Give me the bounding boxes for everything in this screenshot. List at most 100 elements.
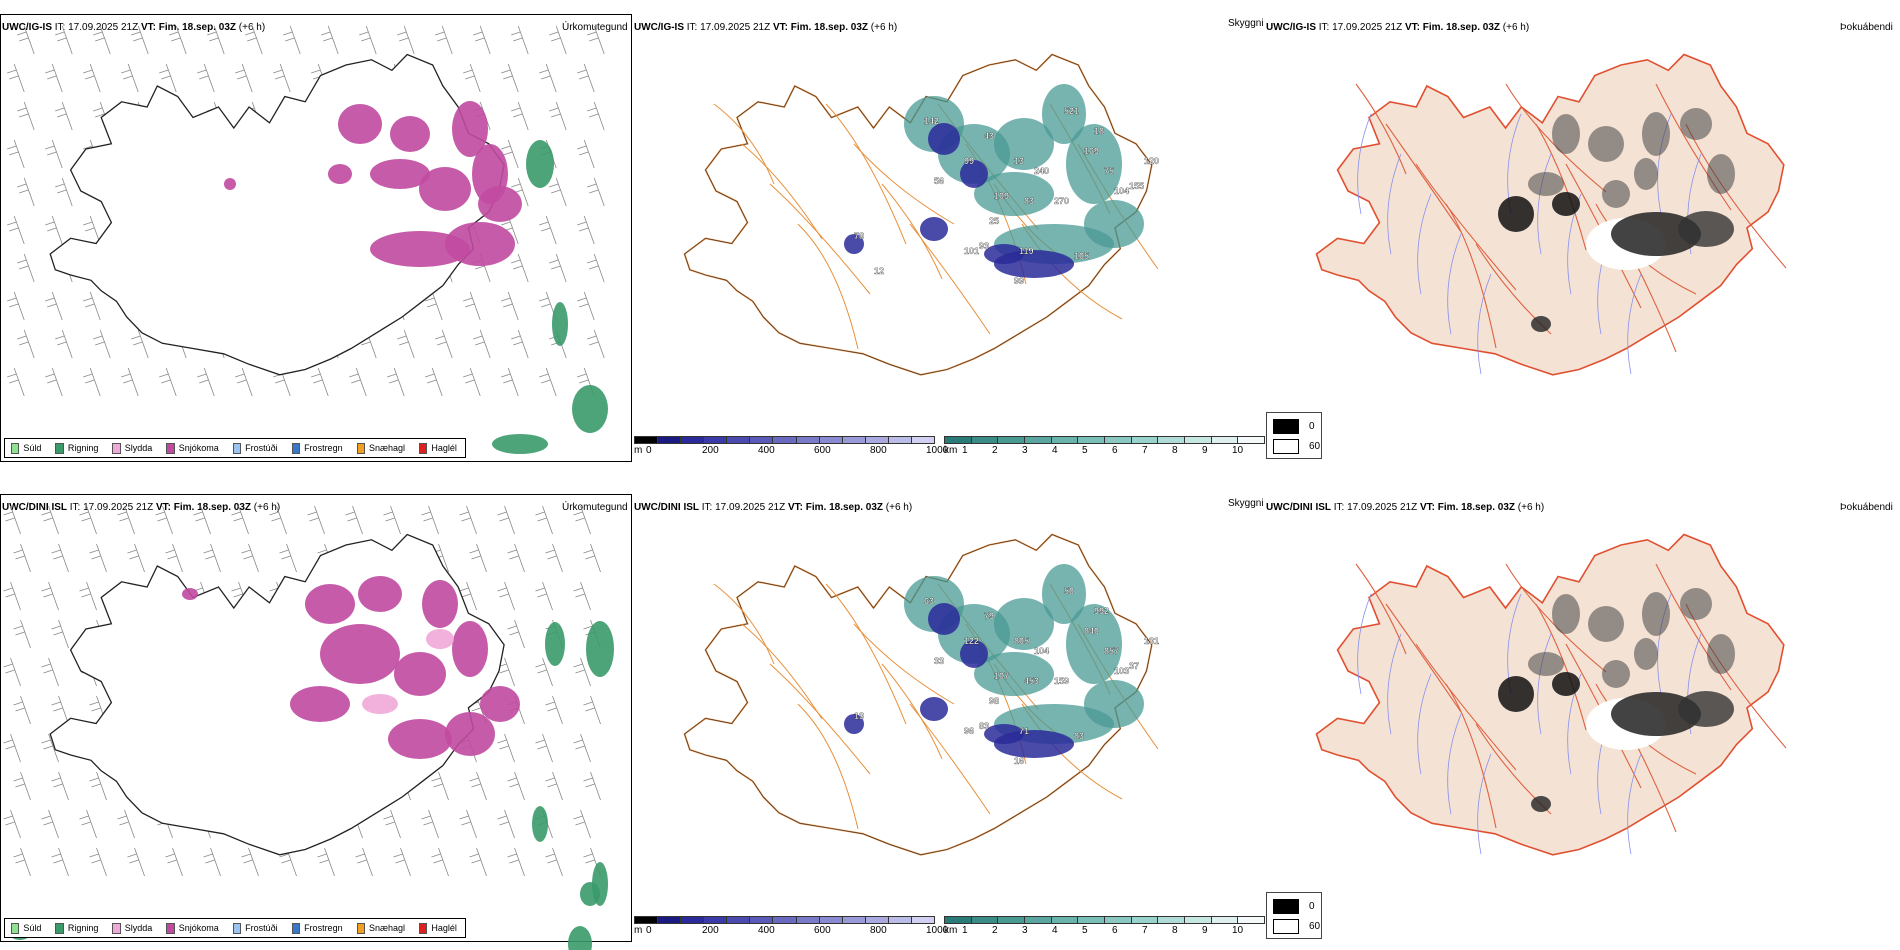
lead-time: (+6 h) xyxy=(885,502,913,513)
it-value: 17.09.2025 21Z xyxy=(700,22,771,33)
visibility-value-label: 453 xyxy=(1024,676,1039,686)
colorbar-segment xyxy=(772,916,797,924)
colorbar-segment xyxy=(657,916,682,924)
very-low-visibility-area xyxy=(928,603,960,635)
road-line xyxy=(937,583,1039,710)
fog-area xyxy=(1588,126,1624,162)
colorbar-segment xyxy=(726,436,751,444)
iceland-coastline xyxy=(684,534,1153,856)
colorbar-segment xyxy=(944,436,972,444)
it-value: 17.09.2025 21Z xyxy=(83,502,154,513)
panel-title-fog-bottom: Þokuábendi xyxy=(1840,502,1893,513)
legend-swatch xyxy=(112,922,121,934)
legend-swatch xyxy=(112,442,121,454)
visibility-value-label: 13 xyxy=(854,711,864,721)
colorbar-tick: 4 xyxy=(1052,925,1058,936)
visibility-value-label: 521 xyxy=(1064,106,1079,116)
road-line xyxy=(909,223,991,335)
fog-dense-area xyxy=(1678,691,1734,727)
vt-label: VT: xyxy=(1404,22,1420,33)
colorbar-tick: 200 xyxy=(702,445,719,456)
road-line xyxy=(1565,163,1642,309)
river-line xyxy=(1567,673,1582,775)
fog-dense-area xyxy=(1611,212,1701,256)
it-value: 17.09.2025 21Z xyxy=(68,22,139,33)
legend-swatch xyxy=(166,922,175,934)
road-line xyxy=(1355,563,1407,655)
road-line xyxy=(1049,103,1111,215)
fog-legend-top: 0 60 xyxy=(1266,412,1322,459)
visibility-value-label: 93 xyxy=(979,241,989,251)
legend-label: Frostregn xyxy=(304,923,343,933)
colorbar-segment xyxy=(749,436,774,444)
colorbar-m-top: m 0 200 400 600 800 1000 xyxy=(634,436,948,458)
colorbar-segment xyxy=(841,436,866,444)
very-low-visibility-area xyxy=(984,244,1024,264)
colorbar-segment xyxy=(864,916,889,924)
road-line xyxy=(825,103,907,245)
iceland-land xyxy=(1315,53,1785,376)
visibility-value-label: 79 xyxy=(984,611,994,621)
legend-label: Súld xyxy=(23,443,42,453)
road-line xyxy=(1049,583,1111,695)
legend-label: Snjókoma xyxy=(178,923,219,933)
colorbar-unit: km xyxy=(944,925,958,936)
road-line xyxy=(769,183,871,295)
road-line xyxy=(993,663,1075,745)
legend-label: Snæhagl xyxy=(368,923,406,933)
colorbar-tick: 5 xyxy=(1082,445,1088,456)
colorbar-m-bottom: m 0 200 400 600 800 1000 xyxy=(634,916,948,938)
very-low-visibility-area xyxy=(920,217,948,241)
visibility-value-label: 131 xyxy=(1144,636,1159,646)
visibility-value-label: 83 xyxy=(1024,196,1034,206)
low-visibility-area xyxy=(938,124,1010,184)
colorbar-segment xyxy=(726,916,751,924)
legend-swatch xyxy=(291,442,301,454)
legend-swatch xyxy=(232,922,242,934)
road-line xyxy=(965,143,1027,285)
colorbar-segment xyxy=(1050,436,1079,444)
fog-dense-area xyxy=(1498,676,1534,712)
colorbar-tick: 1 xyxy=(962,445,968,456)
vt-label: VT: xyxy=(772,22,788,33)
road-line xyxy=(1535,603,1587,731)
road-line xyxy=(937,103,1039,230)
colorbar-segment xyxy=(910,436,935,444)
low-visibility-area xyxy=(904,576,964,632)
model-name: UWC/DINI ISL xyxy=(2,502,67,513)
visibility-value-label: 43 xyxy=(984,131,994,141)
fog-area xyxy=(1634,638,1658,670)
fog-dense-area xyxy=(1552,192,1580,216)
river-line xyxy=(1507,113,1522,215)
road-line xyxy=(741,143,823,240)
header-precip-bottom: UWC/DINI ISL IT: 17.09.2025 21Z VT: Fim.… xyxy=(2,502,280,513)
it-label: IT: xyxy=(701,502,713,513)
lead-time: (+6 h) xyxy=(238,22,266,33)
visibility-value-label: 101 xyxy=(964,246,979,256)
model-name: UWC/IG-IS xyxy=(2,22,52,33)
fog-area xyxy=(1634,158,1658,190)
vt-value: Fim. 18.sep. 03Z xyxy=(1437,502,1516,513)
colorbar-tick: 1000 xyxy=(926,925,949,936)
it-value: 17.09.2025 21Z xyxy=(1332,22,1403,33)
visibility-value-label: 56 xyxy=(934,176,944,186)
legend-label: Slydda xyxy=(124,923,153,933)
colorbar-tick: 5 xyxy=(1082,925,1088,936)
low-visibility-area xyxy=(974,652,1054,696)
model-name: UWC/DINI ISL xyxy=(634,502,699,513)
fog-legend-label: 60 xyxy=(1309,921,1321,932)
colorbar-tick: 10 xyxy=(1232,925,1244,936)
low-visibility-area xyxy=(994,224,1114,264)
colorbar-segment xyxy=(944,916,972,924)
visibility-value-label: 240 xyxy=(1034,166,1049,176)
visibility-value-label: 13 xyxy=(1014,156,1024,166)
low-visibility-area xyxy=(1042,564,1086,624)
visibility-value-label: 71 xyxy=(1019,726,1029,736)
visibility-value-label: 142 xyxy=(924,116,939,126)
road-line xyxy=(797,703,859,830)
fog-legend-swatch-light xyxy=(1273,919,1299,934)
fog-legend-swatch-dark xyxy=(1273,899,1299,914)
colorbar-segment xyxy=(1184,916,1212,924)
colorbar-segment xyxy=(1077,436,1105,444)
colorbar-segment xyxy=(1130,916,1159,924)
